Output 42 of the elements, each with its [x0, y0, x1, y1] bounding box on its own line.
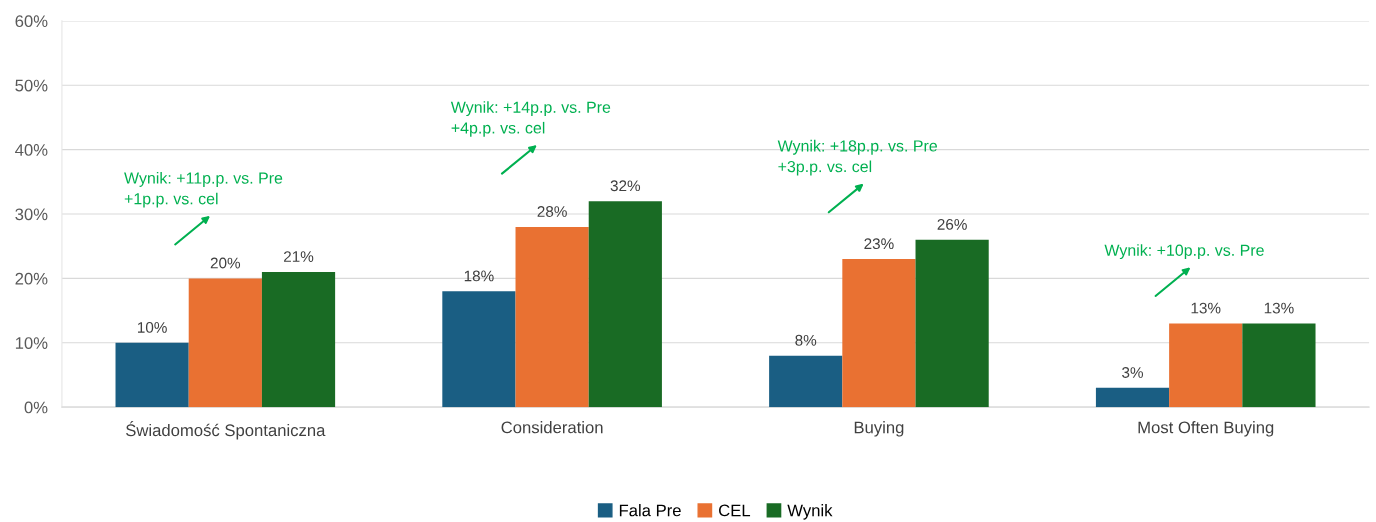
data-label: 21%: [284, 251, 314, 262]
data-label: 8%: [795, 334, 817, 346]
data-label: 10%: [137, 322, 167, 333]
legend-label: Wynik: [787, 504, 833, 520]
data-label: 32%: [610, 180, 641, 192]
y-tick-label: 0%: [24, 401, 48, 414]
y-tick-label: 40%: [15, 144, 48, 156]
bar: [515, 226, 589, 408]
bar: [588, 201, 662, 408]
data-label: 28%: [537, 206, 567, 217]
annotation: Wynik: +10p.p. vs. Pre: [1104, 244, 1264, 260]
x-tick-label: Buying: [854, 421, 904, 437]
bar: [769, 355, 843, 408]
data-label: 3%: [1122, 367, 1144, 378]
bar: [842, 259, 916, 408]
annotation: Wynik: +18p.p. vs. Pre +3p.p. vs. cel: [777, 139, 937, 176]
bar: [115, 342, 189, 408]
legend-label: CEL: [719, 504, 751, 517]
y-tick-label: 10%: [15, 337, 48, 349]
annotation: Wynik: +11p.p. vs. Pre +1p.p. vs. cel: [124, 172, 283, 208]
bar: [442, 291, 516, 408]
data-label: 20%: [210, 257, 241, 269]
y-tick-label: 50%: [15, 79, 48, 92]
x-tick-label: Most Often Buying: [1138, 421, 1274, 437]
x-tick-label: Świadomość Spontaniczna: [126, 421, 326, 440]
data-label: 26%: [937, 218, 967, 230]
bar: [1242, 323, 1316, 408]
data-label: 13%: [1264, 302, 1294, 314]
y-tick-label: 20%: [15, 272, 48, 285]
annotation: Wynik: +14p.p. vs. Pre +4p.p. vs. cel: [450, 101, 611, 137]
data-label: 18%: [464, 270, 494, 282]
bar: [188, 278, 262, 408]
y-tick-label: 30%: [15, 208, 48, 221]
x-tick-label: Consideration: [501, 421, 603, 434]
legend-label: Fala Pre: [619, 504, 681, 517]
data-label: 23%: [864, 238, 894, 250]
y-tick-label: 60%: [15, 15, 48, 28]
data-label: 13%: [1191, 302, 1221, 314]
bar: [915, 239, 989, 408]
bar: [1169, 323, 1243, 408]
bar: [1095, 387, 1170, 408]
bar: [261, 271, 336, 408]
